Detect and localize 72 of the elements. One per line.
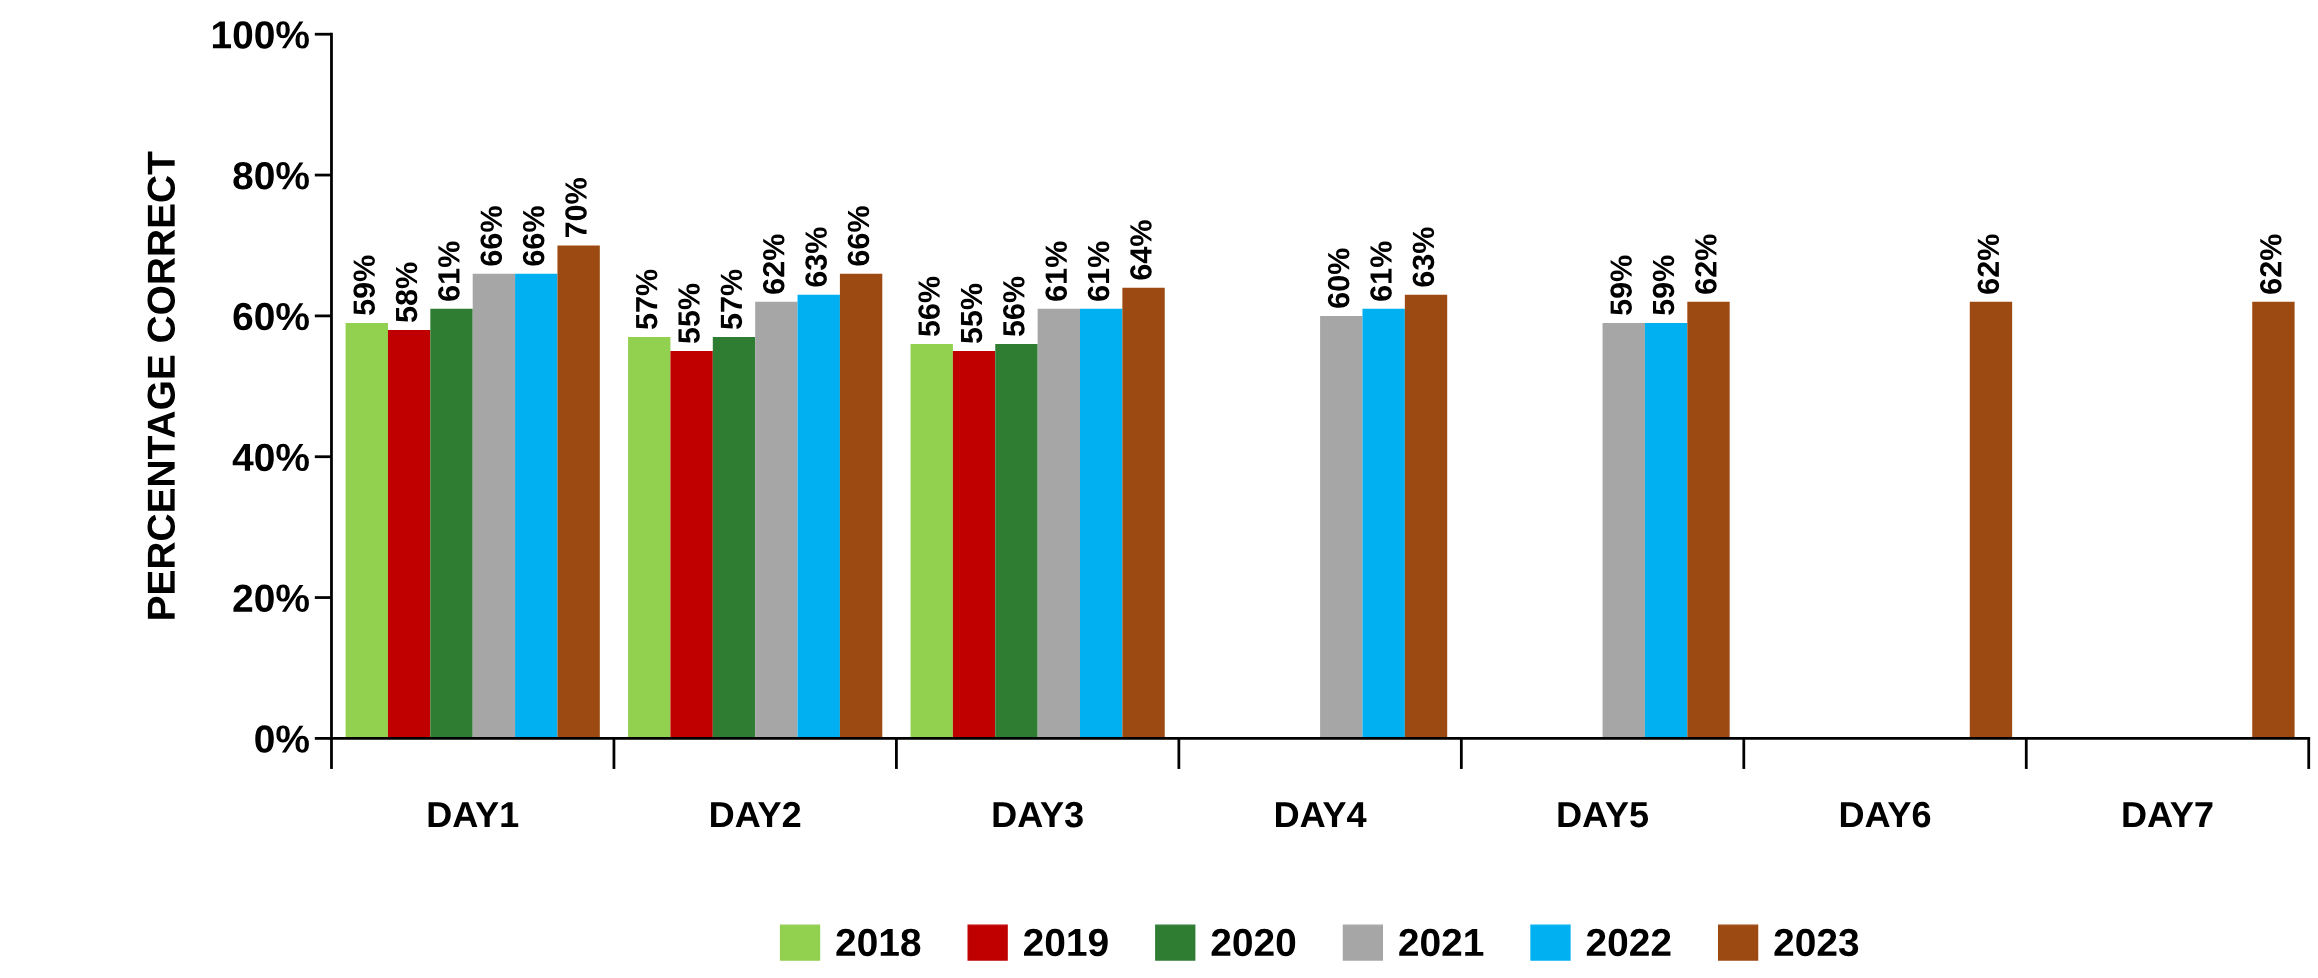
data-label: 70%	[565, 178, 587, 238]
y-tick-label: 20%	[233, 584, 309, 613]
data-label: 57%	[720, 269, 743, 330]
bar	[1037, 308, 1081, 739]
bar	[1122, 287, 1165, 739]
bar	[670, 351, 713, 739]
legend-label: 2019	[1024, 928, 1108, 957]
data-label: 63%	[1412, 227, 1435, 287]
bar	[797, 294, 840, 739]
bar	[1969, 301, 2013, 739]
data-label: 62%	[1695, 234, 1717, 294]
bar	[2252, 301, 2295, 739]
bar	[839, 273, 883, 739]
legend-label: 2022	[1586, 928, 1671, 957]
bar	[472, 273, 516, 739]
bar	[1404, 294, 1448, 739]
x-tick-label: DAY6	[1840, 801, 1931, 828]
bar	[515, 273, 558, 739]
y-tick-label: 60%	[233, 302, 309, 331]
bar	[1602, 322, 1645, 739]
bar	[1687, 301, 1730, 739]
data-label: 57%	[635, 269, 658, 330]
y-tick-label: 0%	[255, 725, 309, 753]
bar	[628, 337, 671, 739]
data-label: 55%	[960, 283, 983, 344]
x-tick-label: DAY7	[2123, 802, 2213, 828]
data-label: 62%	[1977, 234, 2000, 294]
legend-label: 2018	[836, 928, 921, 957]
bar	[1080, 308, 1123, 739]
bar	[995, 344, 1038, 739]
x-tick-label: DAY2	[711, 801, 801, 828]
bar	[755, 301, 798, 739]
data-label: 63%	[805, 227, 827, 287]
data-label: 55%	[678, 283, 700, 344]
data-label: 66%	[847, 206, 870, 266]
data-label: 66%	[522, 206, 545, 266]
bar	[557, 245, 600, 739]
data-label: 58%	[395, 262, 418, 322]
data-label: 62%	[2259, 234, 2282, 294]
y-axis-title: PERCENTAGE CORRECT	[147, 151, 176, 619]
data-label: 59%	[1610, 255, 1632, 315]
bar	[345, 322, 388, 739]
x-tick-label: DAY4	[1276, 802, 1367, 828]
y-tick-label: 40%	[232, 443, 309, 472]
data-label: 61%	[438, 241, 460, 301]
legend-label: 2021	[1399, 928, 1484, 957]
data-label: 56%	[1003, 276, 1025, 337]
bar	[1362, 308, 1405, 739]
bar	[430, 308, 473, 739]
x-tick-label: DAY1	[428, 802, 519, 828]
data-label: 61%	[1370, 241, 1392, 301]
bar	[1320, 315, 1363, 739]
x-tick-label: DAY3	[993, 801, 1083, 828]
legend-label: 2020	[1211, 928, 1296, 957]
data-label: 61%	[1087, 241, 1110, 301]
data-label: 59%	[353, 255, 375, 315]
data-label: 62%	[762, 234, 785, 294]
y-tick-label: 80%	[233, 162, 309, 190]
data-label: 59%	[1652, 255, 1675, 315]
data-label: 66%	[480, 206, 503, 266]
bar	[387, 329, 431, 739]
data-label: 61%	[1045, 241, 1068, 301]
bar	[712, 337, 756, 739]
y-tick-label: 100%	[212, 21, 309, 49]
data-label: 60%	[1327, 248, 1350, 308]
data-label: 64%	[1130, 220, 1152, 280]
bar	[952, 351, 996, 739]
bar	[910, 344, 953, 739]
bar	[1644, 322, 1688, 739]
legend-label: 2023	[1774, 928, 1859, 957]
data-label: 56%	[918, 276, 940, 337]
x-tick-label: DAY5	[1558, 802, 1649, 828]
